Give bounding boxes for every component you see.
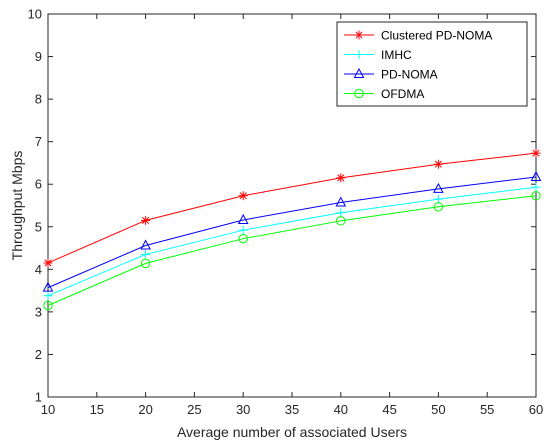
asterisk-marker xyxy=(433,159,443,169)
triangle-marker xyxy=(433,182,444,193)
series-line xyxy=(47,195,537,306)
series-group xyxy=(43,182,541,301)
plus-marker xyxy=(336,208,346,218)
y-tick-label: 7 xyxy=(35,134,42,149)
series-group xyxy=(43,148,541,268)
y-tick-label: 5 xyxy=(35,219,42,234)
legend: Clustered PD-NOMA IMHC PD-NOMA OFDMA xyxy=(336,21,528,107)
x-tick-label: 55 xyxy=(480,402,494,417)
y-tick-label: 8 xyxy=(35,92,42,107)
x-tick-label: 60 xyxy=(529,402,543,417)
y-tick-label: 6 xyxy=(35,177,42,192)
series-group xyxy=(43,191,541,311)
asterisk-marker xyxy=(336,173,346,183)
series-line xyxy=(47,176,537,289)
triangle-marker xyxy=(530,170,542,181)
asterisk-marker xyxy=(141,215,151,225)
legend-label: IMHC xyxy=(381,48,412,62)
plus-marker xyxy=(238,225,248,235)
circle-marker xyxy=(238,233,248,244)
circle-marker xyxy=(531,191,541,201)
triangle-marker xyxy=(42,281,54,292)
plus-marker xyxy=(43,291,53,301)
circle-marker xyxy=(43,300,53,311)
legend-label: PD-NOMA xyxy=(381,68,438,82)
legend-label: OFDMA xyxy=(381,87,424,101)
x-tick-label: 25 xyxy=(187,402,201,417)
y-axis-label: Throughput Mbps xyxy=(9,151,25,261)
y-tick-label: 1 xyxy=(35,390,42,405)
circle-marker xyxy=(140,258,151,269)
plus-marker xyxy=(354,50,364,59)
x-tick-label: 50 xyxy=(431,402,445,417)
legend-item: Clustered PD-NOMA xyxy=(344,29,492,43)
y-tick-label: 10 xyxy=(28,7,42,22)
legend-label: Clustered PD-NOMA xyxy=(381,29,492,43)
legend-item: IMHC xyxy=(344,48,412,62)
y-tick-label: 9 xyxy=(35,49,42,64)
circle-marker xyxy=(354,88,364,99)
x-axis-label: Average number of associated Users xyxy=(177,424,407,440)
legend-item: PD-NOMA xyxy=(344,68,438,82)
asterisk-marker xyxy=(238,191,248,201)
y-tick-label: 3 xyxy=(35,304,42,319)
plus-marker xyxy=(531,182,541,192)
triangle-marker xyxy=(140,239,151,250)
asterisk-marker xyxy=(43,258,53,268)
x-tick-label: 15 xyxy=(90,402,104,417)
series-group xyxy=(42,170,542,292)
triangle-marker xyxy=(335,196,347,207)
triangle-marker xyxy=(237,213,249,224)
circle-marker xyxy=(433,202,444,212)
x-tick-label: 20 xyxy=(138,402,152,417)
x-tick-label: 35 xyxy=(285,402,299,417)
series-lines xyxy=(42,148,542,311)
asterisk-marker xyxy=(531,148,541,158)
y-tick-label: 4 xyxy=(35,262,42,277)
series-line xyxy=(47,152,537,264)
series-line xyxy=(47,186,537,297)
x-tick-label: 40 xyxy=(334,402,348,417)
asterisk-marker xyxy=(354,30,364,40)
plus-marker xyxy=(141,249,151,259)
triangle-marker xyxy=(353,67,365,78)
x-tick-label: 30 xyxy=(236,402,250,417)
legend-box xyxy=(336,21,528,107)
legend-item: OFDMA xyxy=(344,87,424,101)
x-tick-label: 45 xyxy=(382,402,396,417)
circle-marker xyxy=(336,216,346,226)
y-tick-label: 2 xyxy=(35,347,42,362)
x-tick-label: 10 xyxy=(41,402,55,417)
